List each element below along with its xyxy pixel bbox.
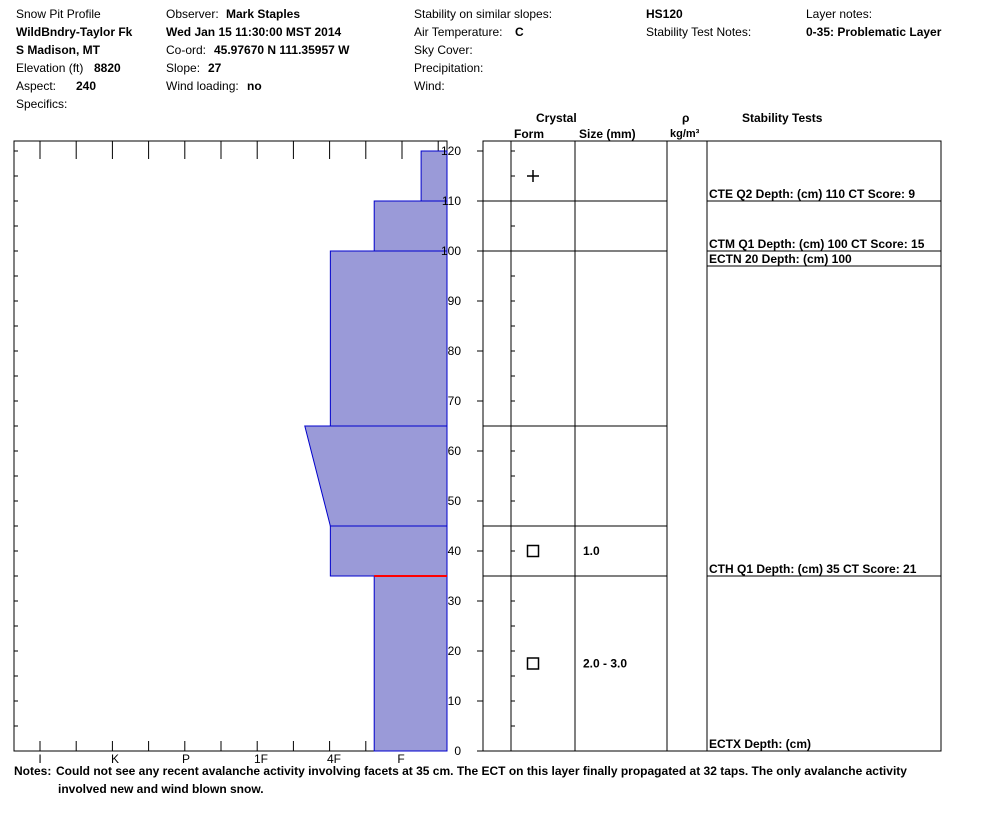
hardness-tick-label: P [182,752,190,766]
hardness-layer [373,200,448,252]
profile-title: Snow Pit Profile [16,7,101,21]
hardness-tick-label: K [111,752,119,766]
stability-similar-label: Stability on similar slopes: [414,7,553,21]
depth-tick-label: 50 [448,494,462,508]
wind-label: Wind: [414,79,445,93]
layer-notes-label: Layer notes: [806,7,873,21]
hardness-layer [329,250,448,427]
stability-test-label: CTE Q2 Depth: (cm) 110 CT Score: 9 [709,187,915,201]
observation-datetime: Wed Jan 15 11:30:00 MST 2014 [166,25,342,39]
notes-line-2: involved new and wind blown snow. [58,782,264,796]
depth-tick-label: 60 [448,444,462,458]
stability-notes-label: Stability Test Notes: [646,25,752,39]
depth-tick-label: 90 [448,294,462,308]
slope-label: Slope: [166,61,201,75]
depth-tick-label: 120 [441,144,461,158]
air-temp-label: Air Temperature: [414,25,503,39]
hardness-layer [373,575,448,752]
stability-test-label: CTH Q1 Depth: (cm) 35 CT Score: 21 [709,562,917,576]
depth-tick-label: 0 [454,744,461,758]
region-name: S Madison, MT [16,43,100,57]
observer-label: Observer: [166,7,219,21]
coord-value: 45.97670 N 111.35957 W [214,43,350,57]
hardness-layer [329,525,448,577]
stability-test-label: ECTN 20 Depth: (cm) 100 [709,252,852,266]
size-header: Size (mm) [579,127,636,141]
air-temp-value: C [515,25,524,39]
depth-tick-label: 100 [441,244,461,258]
data-frame [482,140,942,752]
hardness-layer [304,425,448,527]
elevation-value: 8820 [94,61,121,75]
hardness-tick-label: F [397,752,404,766]
stability-test-label: CTM Q1 Depth: (cm) 100 CT Score: 15 [709,237,925,251]
wind-loading-value: no [247,79,262,93]
depth-tick-label: 70 [448,394,462,408]
location-name: WildBndry-Taylor Fk [16,25,133,39]
hardness-layer [420,150,448,202]
aspect-label: Aspect: [16,79,57,93]
crystal-header: Crystal [536,111,577,125]
crystal-size-label: 1.0 [583,544,600,558]
depth-tick-label: 20 [448,644,462,658]
hardness-tick-label: 4F [327,752,341,766]
stability-tests-header: Stability Tests [742,111,823,125]
layer-notes-value: 0-35: Problematic Layer [806,25,942,39]
wind-loading-label: Wind loading: [166,79,239,93]
slope-value: 27 [208,61,222,75]
depth-tick-label: 30 [448,594,462,608]
coord-label: Co-ord: [166,43,207,57]
elevation-label: Elevation (ft) [16,61,84,75]
specifics-label: Specifics: [16,97,68,111]
depth-tick-label: 10 [448,694,462,708]
depth-tick-label: 80 [448,344,462,358]
density-symbol: ρ [682,111,690,125]
hs-value: HS120 [646,7,683,21]
observer-value: Mark Staples [226,7,301,21]
hardness-tick-label: 1F [254,752,268,766]
crystal-facet-symbol [526,657,540,670]
form-header: Form [514,127,544,141]
notes-label: Notes: [14,764,52,778]
crystal-facet-symbol [526,544,540,558]
stability-test-label: ECTX Depth: (cm) [709,737,811,751]
hardness-tick-label: I [38,752,41,766]
density-unit: kg/m³ [670,128,700,140]
precipitation-label: Precipitation: [414,61,484,75]
crystal-size-label: 2.0 - 3.0 [583,657,627,671]
depth-tick-label: 110 [442,194,461,208]
aspect-value: 240 [76,79,97,93]
sky-cover-label: Sky Cover: [414,43,473,57]
notes-line-1: Could not see any recent avalanche activ… [56,764,907,778]
depth-tick-label: 40 [448,544,462,558]
